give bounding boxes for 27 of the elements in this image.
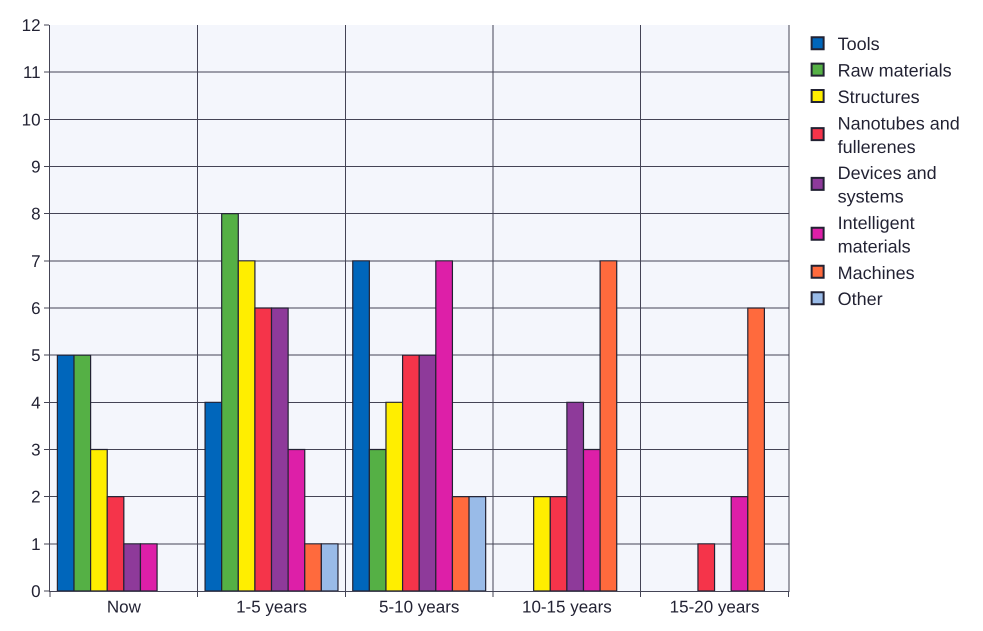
- legend-label: Devices and systems: [838, 163, 937, 207]
- legend-label: Structures: [838, 87, 920, 108]
- legend-label: Other: [838, 289, 883, 310]
- y-tick-label: 7: [31, 252, 41, 271]
- bar: [697, 543, 716, 591]
- x-tick-label: Now: [106, 597, 142, 616]
- legend-label: Nanotubes and fullerenes: [838, 113, 960, 157]
- y-tick-label: 5: [31, 346, 41, 366]
- y-tick-label: 8: [31, 204, 41, 224]
- legend-label: Intelligent materials: [838, 213, 915, 256]
- y-tick-label: 10: [22, 110, 41, 130]
- y-tick-label: 0: [31, 582, 41, 601]
- y-tick-label: 11: [22, 63, 41, 82]
- x-tick-label: 10-15 years: [522, 597, 612, 616]
- y-tick-label: 1: [31, 534, 41, 554]
- y-tick-label: 4: [31, 393, 41, 412]
- x-tick-label: 5-10 years: [379, 597, 460, 616]
- y-tick-label: 3: [31, 440, 41, 460]
- legend-label: Machines: [838, 262, 915, 283]
- y-tick-label: 9: [31, 157, 41, 176]
- x-tick-label: 1-5 years: [236, 597, 307, 616]
- legend-label: Tools: [838, 34, 880, 54]
- y-tick-label: 12: [22, 16, 41, 35]
- x-tick-label: 15-20 years: [670, 597, 760, 616]
- legend-label: Raw materials: [838, 60, 952, 81]
- y-tick-label: 2: [31, 488, 41, 507]
- y-tick-label: 6: [31, 298, 41, 318]
